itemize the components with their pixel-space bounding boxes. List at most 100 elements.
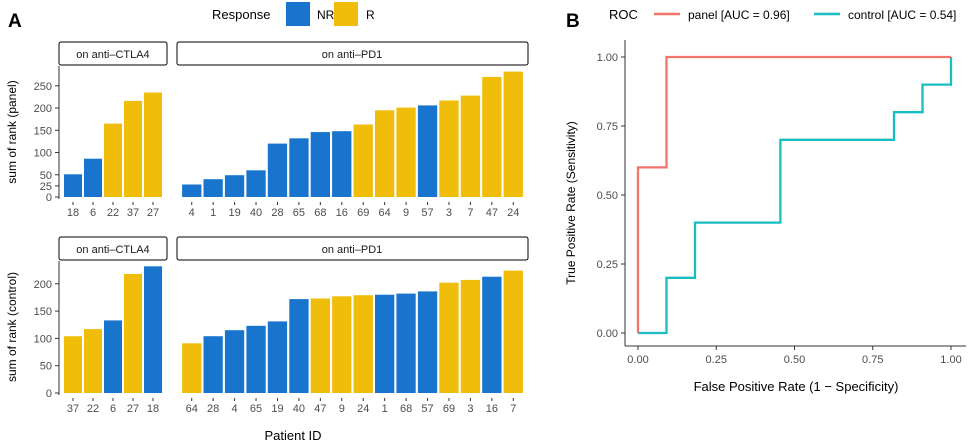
bar-facet-control-ctla4: 37 22 6 27 18 0 50 100 150 200	[34, 261, 162, 415]
bar-57	[417, 291, 438, 393]
x-tick-label: 7	[510, 403, 516, 415]
y-tick-label: 0	[46, 192, 52, 204]
bar-24	[503, 71, 523, 197]
bar-24	[353, 295, 373, 393]
x-tick-label: 40	[293, 403, 305, 415]
x-tick-label: 37	[67, 403, 79, 415]
bar-7	[460, 95, 481, 197]
bar-6	[84, 158, 102, 197]
bar-37	[64, 336, 82, 393]
legend-label-nr: NR	[317, 8, 335, 22]
bar-28	[203, 336, 223, 393]
bar-27	[124, 273, 142, 393]
x-tick-label: 68	[400, 403, 412, 415]
response-legend: Response NR R	[212, 2, 375, 26]
y-tick-label: 200	[34, 103, 52, 115]
roc-y-tick-label: 0.25	[597, 259, 618, 271]
x-tick-label: 40	[250, 207, 262, 219]
y-tick-label: 50	[40, 170, 52, 182]
roc-x-tick-label: 0.25	[706, 354, 727, 366]
x-tick-label: 65	[293, 207, 305, 219]
facet-strip-top-ctla4: on anti–CTLA4	[58, 41, 168, 66]
roc-legend-label-panel: panel [AUC = 0.96]	[688, 8, 790, 22]
x-tick-label: 4	[189, 207, 195, 219]
bar-9	[396, 107, 416, 197]
strip-box	[176, 236, 529, 261]
x-tick-label: 18	[147, 403, 159, 415]
bar-1	[375, 294, 395, 393]
y-tick-label: 150	[34, 125, 52, 137]
bar-40	[246, 170, 266, 197]
x-tick-label: 27	[127, 403, 139, 415]
roc-x-tick-label: 0.50	[784, 354, 805, 366]
x-tick-label: 37	[127, 207, 139, 219]
roc-legend: ROC panel [AUC = 0.96] control [AUC = 0.…	[609, 7, 956, 22]
bar-3	[460, 279, 481, 393]
roc-x-axis-title: False Positive Rate (1 − Specificity)	[694, 379, 899, 394]
bar-64	[375, 110, 395, 197]
panel-label-a: A	[8, 11, 22, 32]
strip-label: on anti–PD1	[322, 49, 383, 61]
y-tick-label: 0	[46, 388, 52, 400]
bar-27	[144, 92, 162, 197]
x-tick-label: 3	[467, 403, 473, 415]
x-tick-label: 64	[379, 207, 391, 219]
x-tick-label: 24	[507, 207, 519, 219]
x-tick-label: 6	[110, 403, 116, 415]
x-tick-label: 27	[147, 207, 159, 219]
bar-16	[482, 276, 502, 393]
bar-65	[289, 138, 309, 197]
x-tick-label: 47	[486, 207, 498, 219]
x-tick-label: 3	[446, 207, 452, 219]
y-tick-label: 150	[34, 306, 52, 318]
legend-swatch-nr	[286, 2, 310, 26]
roc-y-tick-label: 0.50	[597, 190, 618, 202]
x-tick-label: 16	[336, 207, 348, 219]
roc-legend-label-control: control [AUC = 0.54]	[848, 8, 956, 22]
x-tick-label: 69	[443, 403, 455, 415]
x-tick-label: 28	[207, 403, 219, 415]
x-tick-label: 1	[382, 403, 388, 415]
bar-4	[224, 330, 245, 393]
bar-28	[267, 143, 288, 197]
x-tick-label: 4	[232, 403, 238, 415]
x-tick-label: 69	[357, 207, 369, 219]
roc-line-panel	[636, 55, 951, 333]
bar-47	[482, 76, 502, 197]
x-tick-label: 65	[250, 403, 262, 415]
x-tick-label: 22	[107, 207, 119, 219]
roc-y-tick-label: 1.00	[597, 52, 618, 64]
x-tick-label: 9	[339, 403, 345, 415]
roc-x-tick-label: 0.00	[627, 354, 648, 366]
x-tick-label: 24	[357, 403, 369, 415]
x-tick-label: 22	[87, 403, 99, 415]
x-tick-label: 18	[67, 207, 79, 219]
x-tick-label: 6	[90, 207, 96, 219]
x-tick-label: 9	[403, 207, 409, 219]
bar-40	[289, 299, 309, 393]
facet-strip-bottom-ctla4: on anti–CTLA4	[58, 236, 168, 261]
roc-y-tick-label: 0.00	[597, 328, 618, 340]
roc-chart: 0.00 0.00 0.25 0.25 0.50 0.50 0.75 0.75 1.00 1.00	[597, 40, 966, 366]
strip-label: on anti–CTLA4	[76, 244, 149, 256]
bar-68	[310, 132, 330, 197]
x-tick-label: 16	[486, 403, 498, 415]
strip-box	[58, 236, 168, 261]
bar-68	[396, 293, 416, 393]
bar-19	[267, 321, 288, 393]
bar-16	[332, 131, 352, 197]
bar-57	[417, 105, 438, 197]
roc-x-tick-label: 0.75	[862, 354, 883, 366]
bar-47	[310, 298, 330, 393]
roc-y-axis-title: True Positive Rate (Sensitivity)	[564, 121, 578, 285]
bar-9	[332, 296, 352, 393]
x-tick-label: 7	[467, 207, 473, 219]
strip-label: on anti–CTLA4	[76, 49, 149, 61]
bar-7	[503, 270, 523, 393]
facet-strip-bottom-pd1: on anti–PD1	[176, 236, 529, 261]
strip-label: on anti–PD1	[322, 244, 383, 256]
x-tick-label: 28	[271, 207, 283, 219]
bar-37	[124, 100, 142, 197]
